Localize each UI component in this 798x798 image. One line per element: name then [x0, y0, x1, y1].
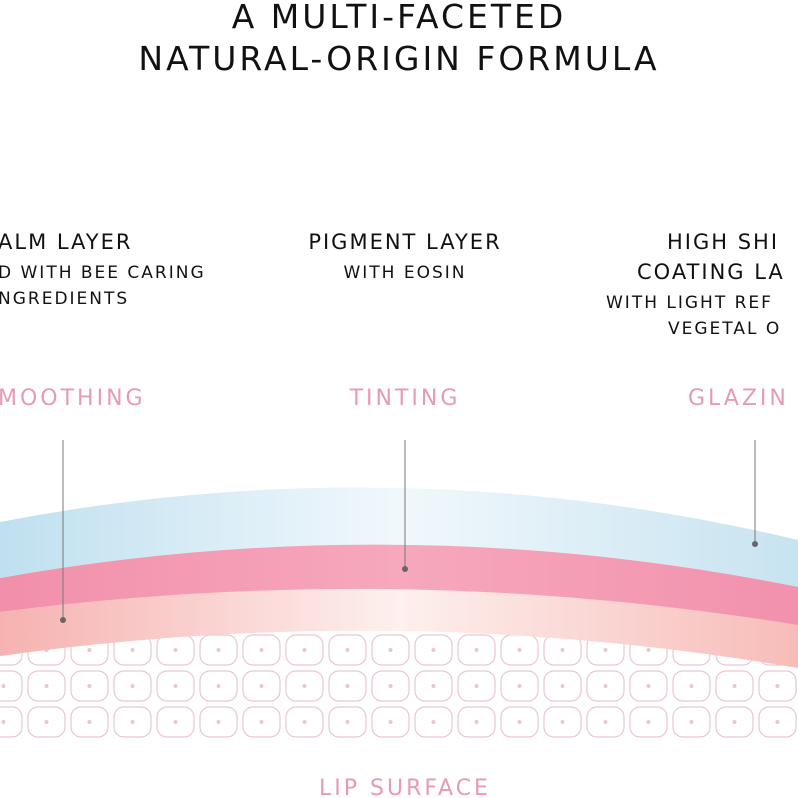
layer-right: HIGH SHI COATING LA WITH LIGHT REF VEGET…: [606, 230, 789, 411]
layer-effect: TINTING: [349, 386, 461, 411]
layer-detail: WITH EOSIN: [343, 263, 466, 283]
pointer-dot: [60, 617, 66, 623]
title: A MULTI-FACETED NATURAL-ORIGIN FORMULA: [138, 0, 659, 78]
layer-detail: VEGETAL O: [668, 319, 781, 339]
lip-cells: [0, 632, 798, 742]
layer-heading: HIGH SHI: [667, 230, 779, 254]
layer-detail: WITH LIGHT REF: [606, 293, 773, 313]
layer-middle: PIGMENT LAYER WITH EOSIN TINTING: [308, 230, 501, 411]
layer-effect: GLAZIN: [688, 386, 789, 411]
lip-surface: [0, 632, 798, 742]
pointer-dot: [752, 541, 758, 547]
layer-heading: PIGMENT LAYER: [308, 230, 501, 254]
pigment-band: [0, 543, 798, 625]
layer-effect: MOOTHING: [0, 386, 146, 411]
title-line: NATURAL-ORIGIN FORMULA: [138, 39, 659, 78]
layer-left: ALM LAYER D WITH BEE CARING NGREDIENTS M…: [0, 230, 206, 411]
layer-heading: ALM LAYER: [0, 230, 132, 254]
layer-detail: D WITH BEE CARING: [0, 263, 206, 283]
layer-heading: COATING LA: [637, 260, 785, 284]
pointer-dot: [402, 566, 408, 572]
balm-band: [0, 587, 798, 668]
shine-band: [0, 487, 798, 587]
layers-illustration: [0, 487, 798, 668]
layer-detail: NGREDIENTS: [0, 289, 129, 309]
base-label: LIP SURFACE: [319, 776, 491, 798]
title-line: A MULTI-FACETED: [232, 0, 567, 36]
pointers: [60, 440, 758, 623]
